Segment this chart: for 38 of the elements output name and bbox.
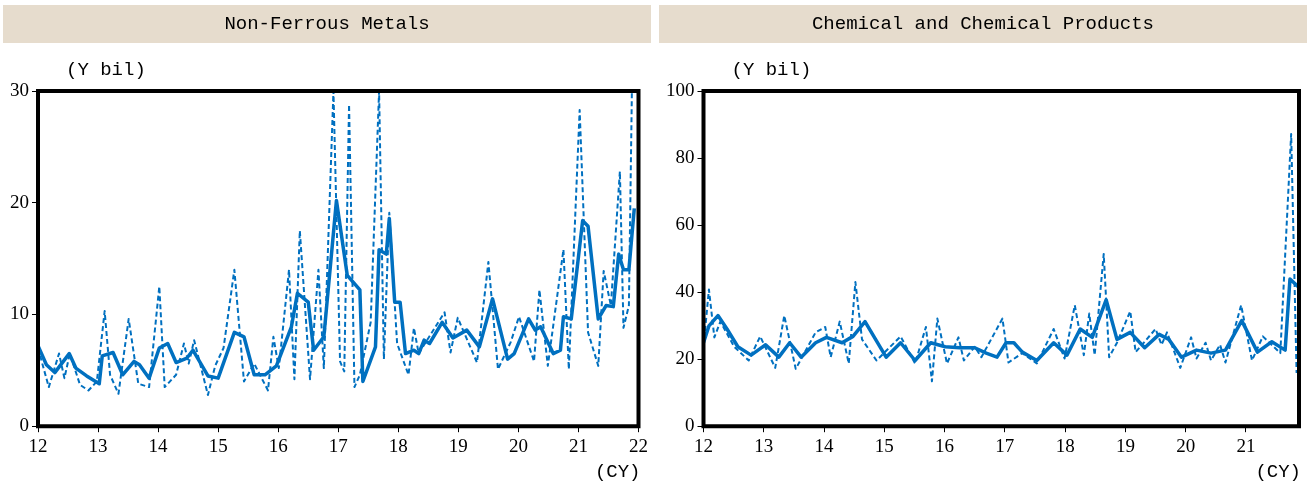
y-tick-label: 80	[675, 146, 695, 168]
x-tick-label: 16	[268, 434, 288, 456]
y-tick-label: 100	[666, 78, 695, 100]
x-tick-label: 20	[1176, 434, 1196, 456]
y-tick-label: 0	[19, 414, 29, 436]
chart-title: Non-Ferrous Metals	[3, 5, 651, 43]
y-tick-label: 40	[675, 280, 695, 302]
x-axis-title: (CY)	[594, 460, 641, 483]
y-axis-title: (Y bil)	[66, 58, 146, 81]
y-tick-label: 10	[10, 302, 29, 324]
y-tick-label: 20	[10, 190, 29, 212]
x-tick-label: 17	[328, 434, 348, 456]
x-tick-label: 18	[388, 434, 408, 456]
y-axis-title: (Y bil)	[731, 58, 812, 81]
x-tick-label: 17	[995, 434, 1015, 456]
x-axis-title: (CY)	[1255, 460, 1301, 483]
y-tick-label: 60	[675, 213, 695, 235]
x-tick-label: 12	[28, 434, 48, 456]
x-tick-label: 19	[1115, 434, 1135, 456]
x-tick-label: 22	[629, 434, 648, 456]
x-tick-label: 15	[874, 434, 894, 456]
y-tick-label: 20	[675, 347, 695, 369]
x-tick-label: 12	[694, 434, 713, 456]
x-tick-label: 21	[568, 434, 588, 456]
x-tick-label: 20	[508, 434, 528, 456]
line-series	[703, 132, 1298, 383]
x-tick-label: 15	[208, 434, 228, 456]
x-tick-label: 13	[754, 434, 774, 456]
x-tick-label: 18	[1055, 434, 1075, 456]
y-tick-label: 30	[10, 78, 29, 100]
x-tick-label: 16	[935, 434, 955, 456]
x-tick-label: 13	[88, 434, 108, 456]
x-tick-label: 14	[814, 434, 835, 456]
chart-title: Chemical and Chemical Products	[659, 5, 1307, 43]
y-tick-label: 0	[685, 414, 695, 436]
x-tick-label: 14	[148, 434, 169, 456]
x-tick-label: 21	[1236, 434, 1256, 456]
x-tick-label: 19	[448, 434, 468, 456]
